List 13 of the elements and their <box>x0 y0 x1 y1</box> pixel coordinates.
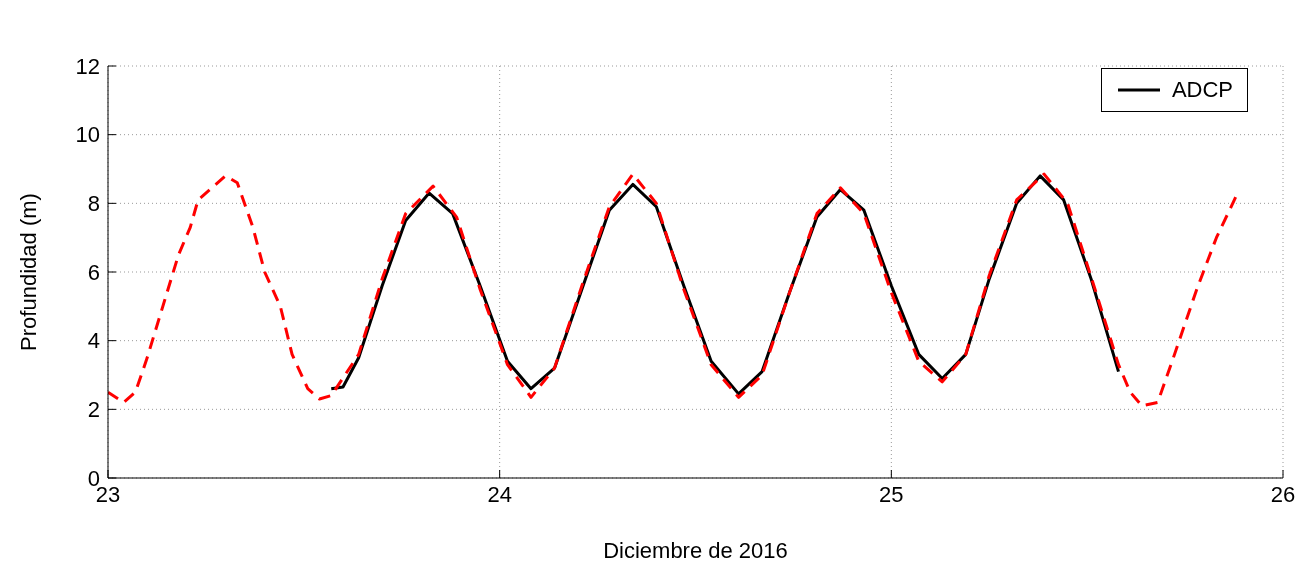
legend-label: ADCP <box>1171 77 1233 103</box>
line-series <box>108 172 1238 408</box>
x-tick-label: 24 <box>487 481 512 507</box>
y-tick-label: 4 <box>87 328 100 354</box>
x-tick-label: 26 <box>1270 481 1296 507</box>
y-axis-title: Profundidad (m) <box>15 193 41 351</box>
x-tick-label: 25 <box>879 481 904 507</box>
y-tick-label: 2 <box>87 397 100 423</box>
x-axis-title: Diciembre de 2016 <box>603 538 788 563</box>
y-tick-label: 12 <box>75 53 100 79</box>
y-tick-label: 10 <box>75 122 100 148</box>
y-tick-label: 8 <box>87 191 100 217</box>
y-tick-label: 6 <box>87 259 100 285</box>
